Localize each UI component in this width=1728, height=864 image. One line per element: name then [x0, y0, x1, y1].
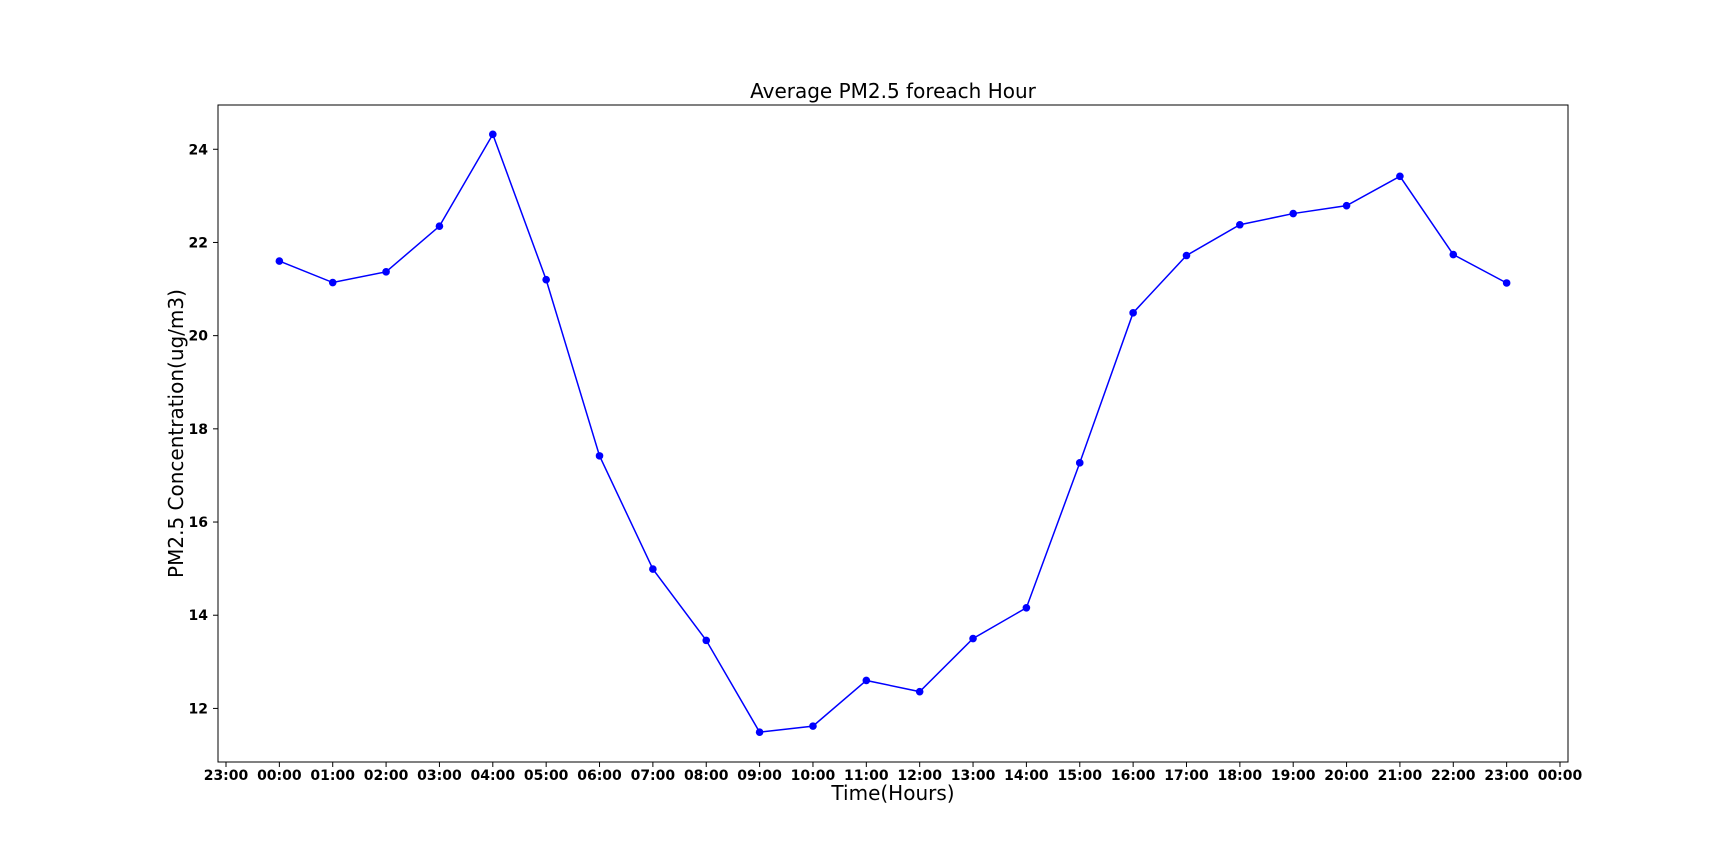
x-tick-label: 04:00 [471, 768, 516, 784]
y-axis-ticks: 12 14 16 18 20 22 24 [189, 142, 218, 717]
data-point [809, 722, 817, 730]
data-point [649, 565, 657, 573]
x-tick-label: 15:00 [1057, 768, 1102, 784]
y-axis-label: PM2.5 Concentration(ug/m3) [164, 289, 188, 578]
data-point [915, 687, 924, 696]
y-tick-label: 24 [189, 142, 209, 158]
data-point [969, 634, 977, 643]
data-point [1289, 209, 1297, 218]
x-tick-label: 00:00 [1538, 768, 1583, 784]
x-tick-label: 18:00 [1218, 768, 1263, 784]
y-tick-label: 22 [189, 235, 208, 251]
data-point [595, 452, 604, 460]
data-point [755, 728, 764, 736]
x-tick-label: 00:00 [257, 768, 302, 784]
series-layer [275, 130, 1511, 736]
data-point [862, 676, 871, 685]
x-axis-label: Time(Hours) [830, 781, 954, 805]
y-tick-label: 16 [189, 515, 208, 531]
data-point [702, 636, 711, 645]
x-tick-label: 02:00 [364, 768, 409, 784]
x-tick-label: 10:00 [791, 768, 836, 784]
x-tick-label: 03:00 [417, 768, 462, 784]
x-tick-label: 20:00 [1324, 768, 1369, 784]
x-tick-label: 12:00 [897, 768, 942, 784]
x-tick-label: 13:00 [951, 768, 996, 784]
plot-area-frame [217, 104, 1569, 763]
data-point [542, 275, 550, 284]
x-tick-label: 08:00 [684, 768, 729, 784]
data-point [275, 257, 284, 265]
x-tick-label: 06:00 [577, 768, 622, 784]
chart-title: Average PM2.5 foreach Hour [750, 79, 1037, 103]
x-tick-label: 05:00 [524, 768, 569, 784]
x-tick-label: 23:00 [204, 768, 249, 784]
x-tick-label: 22:00 [1431, 768, 1476, 784]
data-point [1342, 201, 1351, 210]
data-point [1075, 459, 1084, 467]
x-tick-label: 09:00 [737, 768, 782, 784]
data-point [1022, 603, 1031, 612]
data-point [1129, 309, 1137, 317]
data-point [328, 278, 337, 287]
data-point [435, 222, 444, 230]
x-axis-ticks: 23:00 00:00 01:00 02:00 03:00 04:00 05:00 06:00… [204, 762, 1583, 784]
y-tick-label: 14 [189, 608, 209, 624]
x-tick-label: 07:00 [631, 768, 676, 784]
y-tick-label: 20 [189, 329, 209, 345]
data-point [1449, 250, 1458, 259]
series-line [279, 132, 1507, 733]
x-tick-label: 11:00 [844, 768, 889, 784]
x-tick-label: 01:00 [310, 768, 355, 784]
y-tick-label: 18 [189, 422, 208, 438]
data-point [382, 268, 390, 276]
x-tick-label: 16:00 [1111, 768, 1156, 784]
x-tick-label: 14:00 [1004, 768, 1049, 784]
x-tick-label: 21:00 [1378, 768, 1423, 784]
data-point [1182, 251, 1191, 260]
data-point [1396, 172, 1404, 181]
x-tick-label: 23:00 [1484, 768, 1529, 784]
data-point [1502, 279, 1511, 287]
y-tick-label: 12 [189, 701, 208, 717]
x-tick-label: 19:00 [1271, 768, 1316, 784]
data-point [489, 130, 497, 139]
data-point [1236, 220, 1244, 229]
x-tick-label: 17:00 [1164, 768, 1209, 784]
